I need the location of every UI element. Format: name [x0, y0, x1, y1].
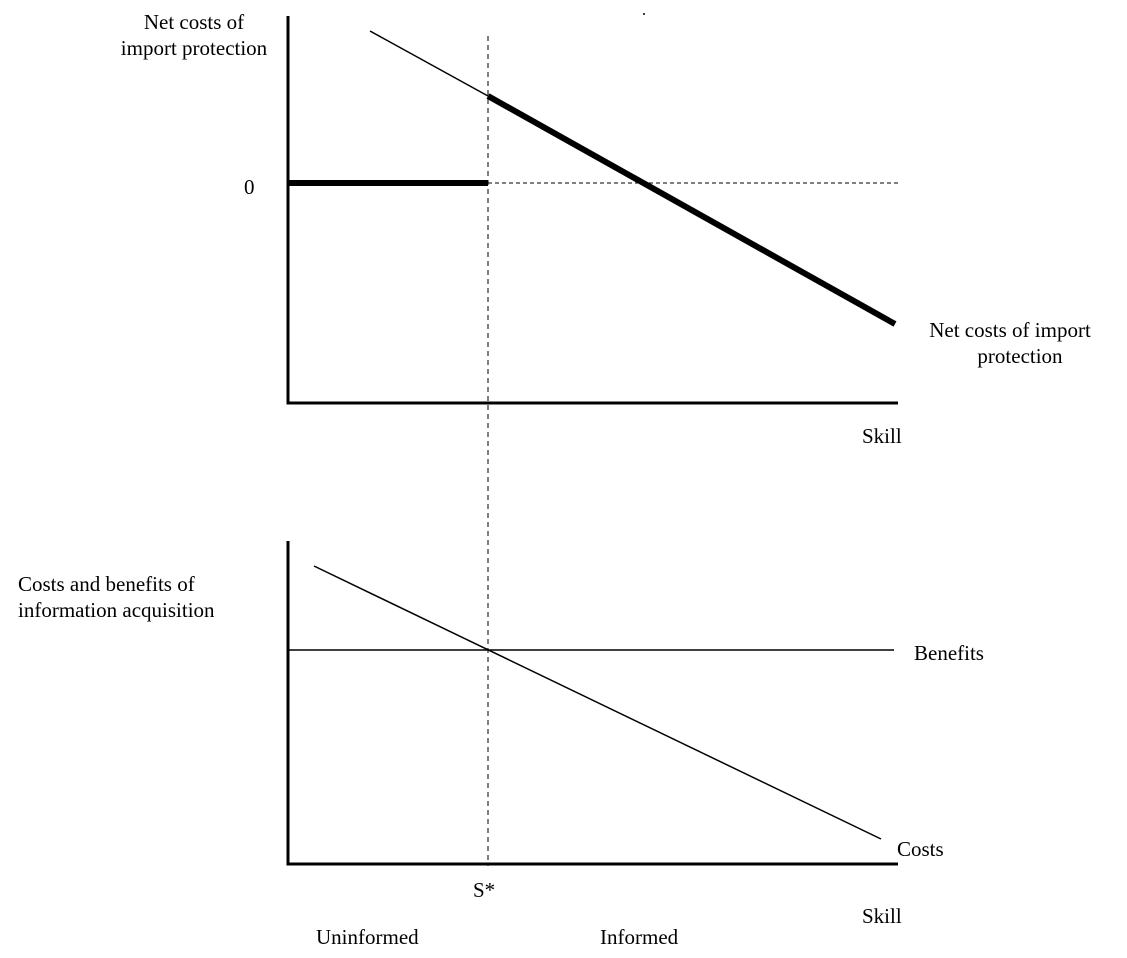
top-y-axis-label-line2: import protection	[120, 36, 268, 60]
bottom-y-axis-label: Costs and benefits of information acquis…	[18, 571, 215, 623]
zero-tick-label: 0	[244, 175, 255, 199]
bottom-y-axis-label-line1: Costs and benefits of	[18, 572, 195, 596]
net-cost-curve-label-line1: Net costs of import	[929, 318, 1091, 342]
costs-line	[313, 565, 882, 840]
top-x-axis-label: Skill	[862, 424, 902, 448]
top-y-axis-label: Net costs of import protection	[104, 9, 284, 61]
benefits-label: Benefits	[914, 641, 984, 665]
uninformed-region-label: Uninformed	[316, 925, 419, 949]
net-cost-curve-label-line2: protection	[977, 344, 1063, 368]
net-cost-line-thin	[369, 30, 489, 97]
threshold-marker-label: S*	[473, 878, 496, 902]
net-cost-line-thick	[486, 93, 897, 327]
net-cost-curve-label: Net costs of import protection	[905, 317, 1115, 369]
informed-region-label: Informed	[600, 925, 679, 949]
top-y-axis-label-line1: Net costs of	[143, 10, 245, 34]
bottom-x-axis-label: Skill	[862, 904, 902, 928]
stray-dot	[643, 13, 645, 15]
costs-label: Costs	[897, 837, 944, 861]
bottom-y-axis-label-line2: information acquisition	[18, 598, 215, 622]
